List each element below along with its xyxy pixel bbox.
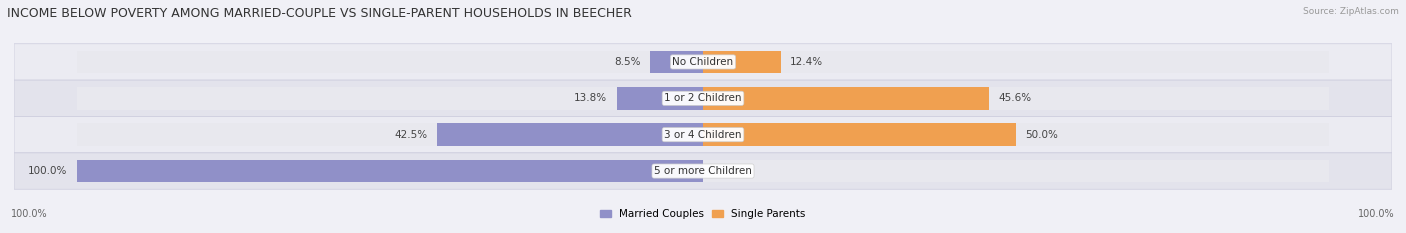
Text: 50.0%: 50.0% [1025, 130, 1059, 140]
Bar [703, 87, 1329, 110]
Bar [77, 87, 703, 110]
Text: 8.5%: 8.5% [614, 57, 640, 67]
Bar [77, 123, 703, 146]
Bar [703, 123, 1329, 146]
Text: No Children: No Children [672, 57, 734, 67]
FancyBboxPatch shape [14, 116, 1392, 153]
Text: 3 or 4 Children: 3 or 4 Children [664, 130, 742, 140]
Text: 100.0%: 100.0% [11, 209, 48, 219]
Bar [703, 160, 1329, 182]
Text: 42.5%: 42.5% [394, 130, 427, 140]
Bar [77, 160, 703, 182]
Bar [703, 51, 1329, 73]
Text: 5 or more Children: 5 or more Children [654, 166, 752, 176]
Bar [617, 87, 703, 110]
FancyBboxPatch shape [14, 80, 1392, 116]
Bar [703, 123, 1017, 146]
Text: 1 or 2 Children: 1 or 2 Children [664, 93, 742, 103]
Text: 13.8%: 13.8% [574, 93, 607, 103]
Legend: Married Couples, Single Parents: Married Couples, Single Parents [596, 205, 810, 223]
Bar [650, 51, 703, 73]
Text: 0.0%: 0.0% [713, 166, 738, 176]
Bar [703, 51, 780, 73]
Text: 12.4%: 12.4% [790, 57, 823, 67]
Text: 100.0%: 100.0% [1358, 209, 1395, 219]
Bar [437, 123, 703, 146]
FancyBboxPatch shape [14, 153, 1392, 189]
Bar [77, 51, 703, 73]
Text: Source: ZipAtlas.com: Source: ZipAtlas.com [1303, 7, 1399, 16]
Text: INCOME BELOW POVERTY AMONG MARRIED-COUPLE VS SINGLE-PARENT HOUSEHOLDS IN BEECHER: INCOME BELOW POVERTY AMONG MARRIED-COUPL… [7, 7, 631, 20]
Bar [703, 87, 988, 110]
Bar [77, 160, 703, 182]
Text: 100.0%: 100.0% [28, 166, 67, 176]
FancyBboxPatch shape [14, 44, 1392, 80]
Text: 45.6%: 45.6% [998, 93, 1031, 103]
